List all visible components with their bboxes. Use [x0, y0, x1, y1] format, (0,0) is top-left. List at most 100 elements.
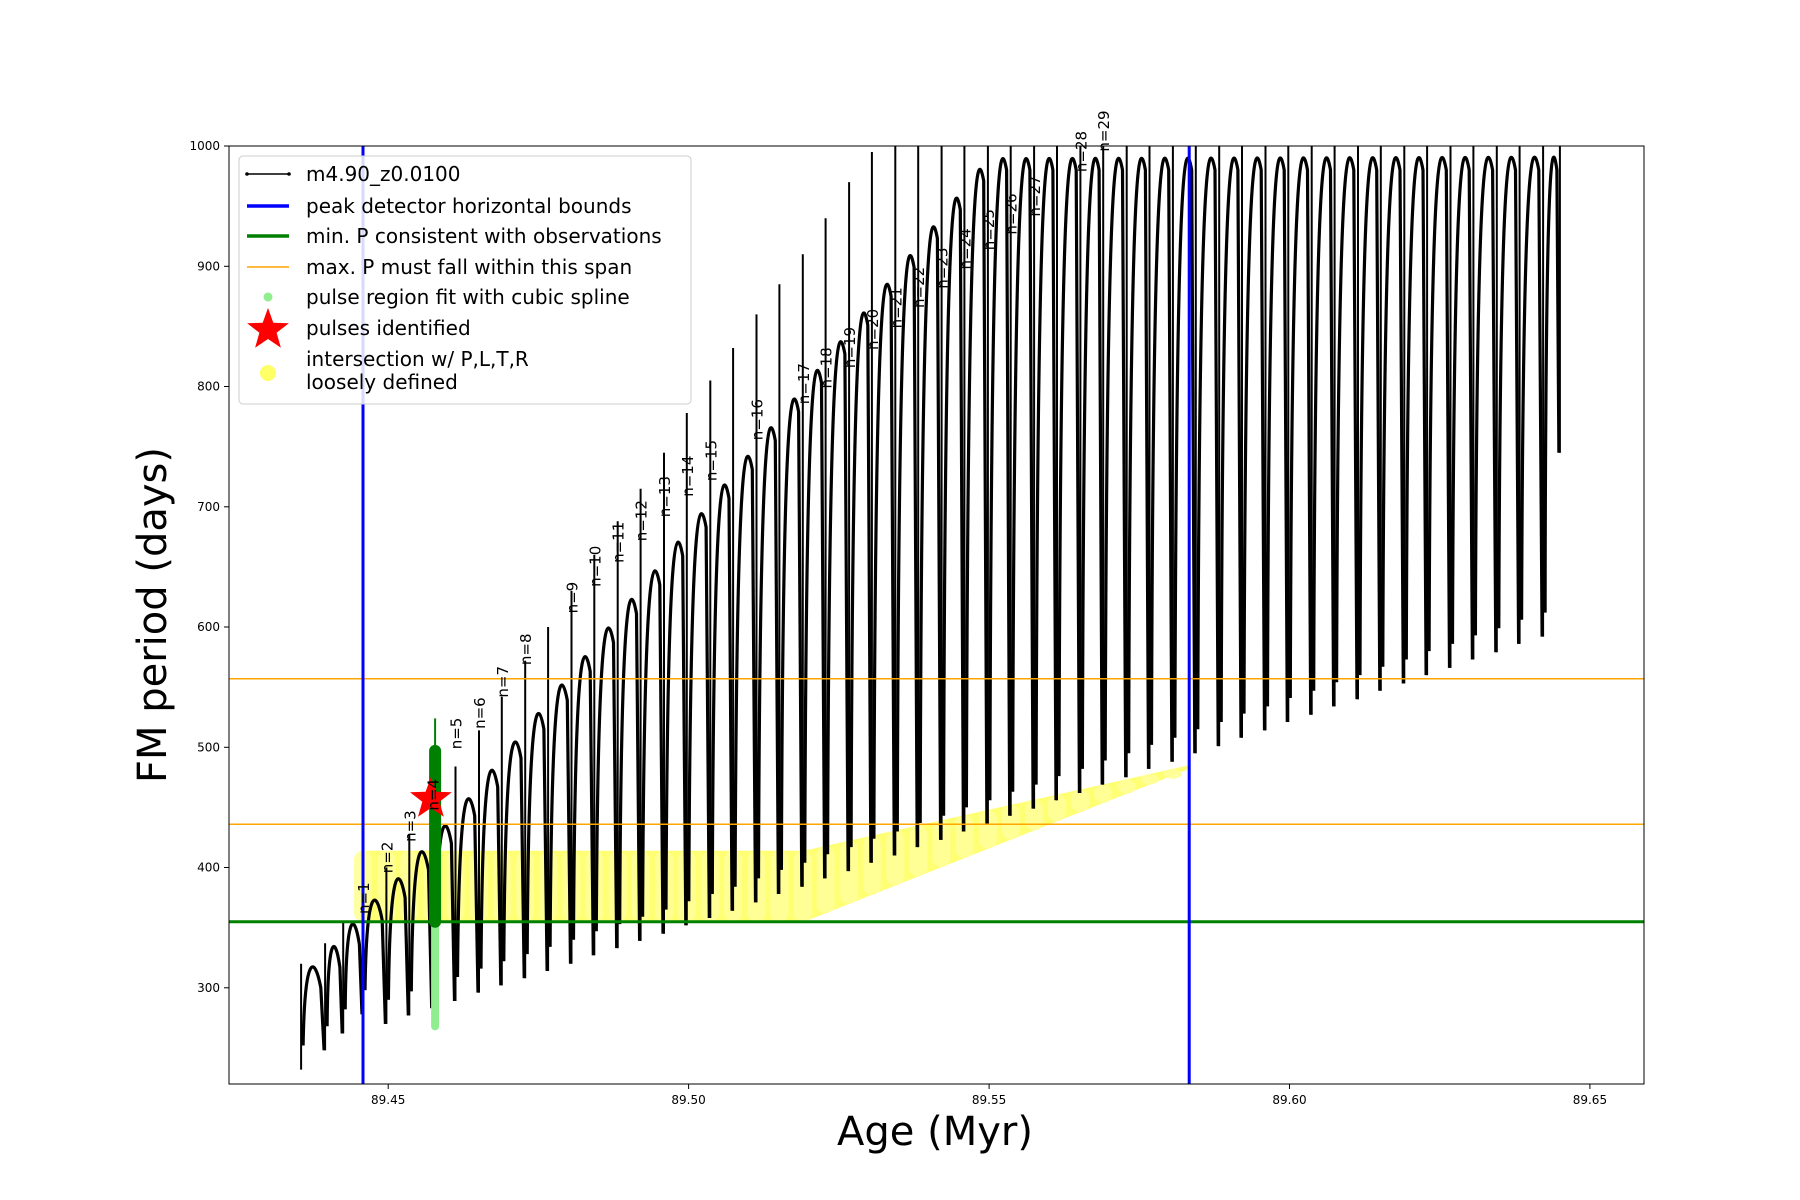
- series-arch: [386, 877, 410, 1016]
- pulse-number-label: n=2: [378, 842, 396, 874]
- series-arch: [618, 597, 642, 941]
- series-arch: [687, 512, 711, 919]
- legend-handle-marker: [245, 172, 249, 176]
- intersection-blob: [1001, 804, 1020, 840]
- legend-label-line2: loosely defined: [306, 370, 458, 394]
- y-tick-label: 700: [197, 500, 220, 514]
- y-tick-label: 500: [197, 740, 220, 754]
- x-tick-label: 89.50: [671, 1093, 705, 1107]
- y-tick-label: 600: [197, 620, 220, 634]
- legend-label: intersection w/ P,L,T,R: [306, 347, 529, 371]
- y-tick-label: 1000: [189, 139, 220, 153]
- legend-handle-marker: [287, 172, 291, 176]
- intersection-blob: [886, 830, 905, 886]
- series-arch: [1473, 155, 1498, 653]
- legend-label: min. P consistent with observations: [306, 224, 662, 248]
- intersection-blob: [1117, 779, 1136, 794]
- pulse-number-label: n=11: [610, 522, 628, 563]
- pulse-number-label: n=6: [471, 697, 489, 729]
- x-tick-label: 89.45: [371, 1093, 405, 1107]
- pulse-number-label: n=12: [633, 500, 651, 541]
- legend-label: max. P must fall within this span: [306, 255, 632, 279]
- series-arch: [301, 965, 326, 1051]
- series-arch: [1127, 156, 1151, 769]
- series-arch: [1242, 156, 1267, 731]
- series-arch: [964, 167, 989, 825]
- series-arch: [525, 711, 549, 972]
- pulse-number-label: n=27: [1026, 175, 1044, 216]
- pulse-number-label: n=25: [980, 209, 998, 250]
- intersection-blob: [1094, 784, 1113, 803]
- pulse-number-label: n=23: [934, 248, 952, 289]
- series-arch: [1497, 155, 1521, 644]
- series-arch: [988, 157, 1012, 816]
- series-arch: [1427, 155, 1452, 668]
- series-arch: [1196, 156, 1220, 747]
- intersection-blob: [909, 825, 928, 877]
- series-arch: [502, 740, 526, 979]
- pulse-number-label: n=10: [586, 546, 604, 587]
- legend-handle-dot: [263, 292, 273, 302]
- series-arch: [1219, 156, 1243, 738]
- series-arch: [1335, 156, 1359, 700]
- legend-label: peak detector horizontal bounds: [306, 194, 632, 218]
- series-arch: [803, 368, 827, 879]
- pulse-number-label: n=19: [841, 327, 859, 368]
- series-arch: [1404, 156, 1428, 676]
- pulse-number-label: n=4: [425, 779, 443, 811]
- series-arch: [571, 655, 595, 956]
- series-arch: [479, 768, 503, 986]
- y-axis-title: FM period (days): [130, 447, 176, 783]
- x-tick-label: 89.65: [1573, 1093, 1607, 1107]
- series-arch: [1288, 156, 1313, 715]
- series-arch: [343, 922, 364, 1015]
- intersection-blob: [1163, 768, 1182, 779]
- pulse-number-label: n=20: [864, 309, 882, 350]
- pulse-number-label: n=22: [910, 267, 928, 308]
- series-arch: [1543, 155, 1561, 613]
- y-tick-label: 400: [197, 861, 220, 875]
- plot-frame: [228, 145, 1645, 1085]
- x-axis-title: Age (Myr): [837, 1109, 1033, 1155]
- series-arch: [849, 311, 873, 863]
- series-arch: [872, 282, 896, 856]
- pulse-number-label: n=7: [494, 666, 512, 698]
- series-arch: [664, 540, 688, 926]
- series-arch: [895, 253, 919, 848]
- intersection-blob: [1048, 794, 1066, 822]
- pulse-number-label: n=21: [887, 287, 905, 328]
- intersection-blob: [955, 815, 974, 858]
- intersection-blob: [816, 845, 835, 914]
- pulse-number-label: n=15: [702, 440, 720, 481]
- pulse-number-label: n=28: [1072, 131, 1090, 172]
- intersection-blob: [862, 835, 881, 895]
- series-arch: [1312, 156, 1336, 707]
- pulse-number-label: n=16: [749, 399, 767, 440]
- x-tick-label: 89.60: [1272, 1093, 1306, 1107]
- series-arch: [594, 626, 619, 949]
- pulse-number-label: n=18: [818, 347, 836, 388]
- intersection-blob: [978, 809, 997, 849]
- axis-ticks: 89.45 89.50 89.55 89.60 89.65 300 400 500 600 700…: [189, 139, 1607, 1107]
- pulse-number-label: n=26: [1003, 193, 1021, 234]
- series-arch: [1265, 156, 1289, 723]
- pulse-number-label: n=14: [679, 456, 697, 497]
- series-arch: [1011, 156, 1035, 809]
- series-arch: [779, 397, 804, 887]
- series-arch: [548, 683, 573, 964]
- pulse-number-label: n=3: [401, 810, 419, 842]
- series-arch: [942, 196, 965, 832]
- y-tick-label: 900: [197, 259, 220, 273]
- intersection-blob: [1140, 774, 1159, 785]
- series-arch: [1358, 156, 1382, 691]
- y-tick-label: 800: [197, 380, 220, 394]
- series-arch: [641, 569, 665, 934]
- intersection-blob: [1071, 789, 1090, 812]
- pulse-labels: n=1 n=2 n=3 n=4 n=5 n=6 n=7 n=8 n=9n=10 n=11 n=12 n…: [355, 110, 1113, 914]
- series-arch: [409, 850, 434, 1009]
- intersection-blob: [932, 820, 951, 868]
- series-arch: [455, 797, 480, 993]
- series-arch: [1057, 156, 1081, 794]
